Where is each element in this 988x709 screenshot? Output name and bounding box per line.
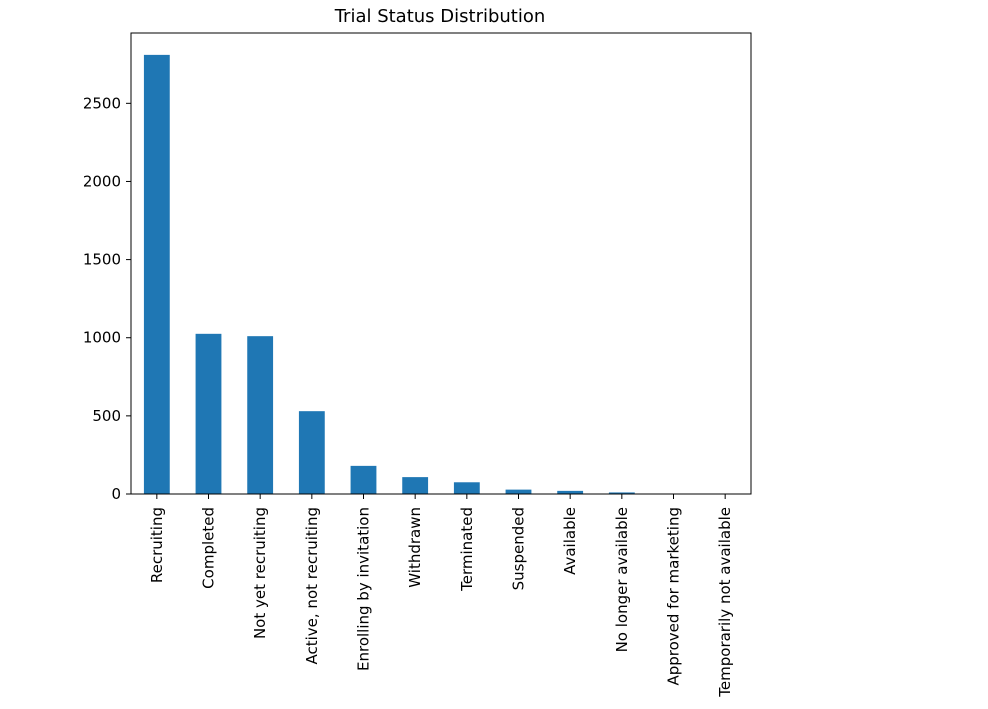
x-tick-label-2: Not yet recruiting: [251, 507, 269, 639]
x-tick-label-1: Completed: [200, 507, 218, 589]
bar-3: [299, 411, 325, 494]
y-tick-label-5: 2500: [83, 94, 121, 112]
plot-frame: [131, 33, 751, 494]
x-tick-label-9: No longer available: [613, 507, 631, 652]
y-axis: 0 500 1000 1500 2000 2500: [83, 94, 131, 503]
x-tick-label-4: Enrolling by invitation: [355, 507, 373, 671]
x-tick-label-3: Active, not recruiting: [303, 507, 321, 665]
x-tick-label-0: Recruiting: [148, 507, 166, 583]
bar-5: [402, 477, 428, 494]
bar-7: [506, 490, 532, 494]
y-tick-label-3: 1500: [83, 251, 121, 269]
bar-4: [351, 466, 377, 494]
bar-2: [247, 336, 273, 494]
x-tick-label-10: Approved for marketing: [665, 507, 683, 686]
y-tick-label-0: 0: [111, 485, 121, 503]
y-tick-label-4: 2000: [83, 172, 121, 190]
x-tick-label-8: Available: [561, 507, 579, 575]
bar-1: [196, 334, 222, 494]
chart-title: Trial Status Distribution: [334, 6, 546, 27]
bar-6: [454, 482, 480, 494]
y-tick-label-1: 500: [92, 407, 121, 425]
y-tick-label-2: 1000: [83, 329, 121, 347]
x-tick-label-6: Terminated: [458, 507, 476, 592]
bars-group: [144, 55, 738, 494]
x-tick-label-5: Withdrawn: [406, 507, 424, 588]
x-axis: Recruiting Completed Not yet recruiting Act…: [148, 494, 734, 698]
bar-0: [144, 55, 170, 494]
x-tick-label-7: Suspended: [510, 507, 528, 590]
x-tick-label-11: Temporarily not available: [716, 507, 734, 698]
